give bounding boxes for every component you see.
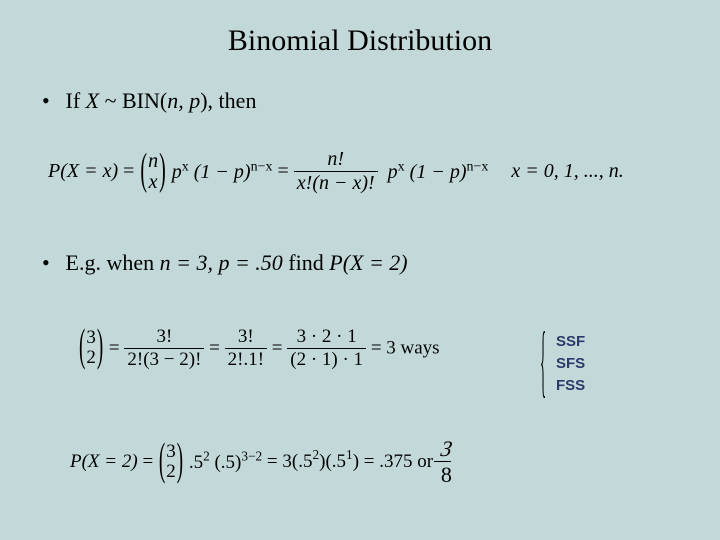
ways-item-fss: FSS	[556, 377, 585, 394]
f1-onemp2: (1 − p)n−x	[410, 161, 489, 183]
bullet-2: • E.g. when n = 3, p = .50 find P(X = 2)	[42, 250, 408, 276]
formula-binom-expand: (32) = 3!2!(3 − 2)! = 3!2!.1! = 3 · 2 · …	[78, 326, 440, 371]
bullet2-prefix: E.g. when	[66, 250, 160, 275]
bullet2-neq: n = 3, p = .50	[160, 250, 283, 275]
bullet1-tilde: ~ BIN(	[99, 88, 167, 113]
f1-p: px	[172, 161, 189, 183]
bullet1-x: X	[86, 88, 99, 113]
f3-eq1: =	[142, 451, 157, 472]
f2-frac3: 3 · 2 · 1(2 · 1) · 1	[287, 326, 366, 371]
f1-eq2: =	[278, 160, 294, 182]
f1-lhs: P(X = x)	[48, 160, 118, 182]
f3-frac: 38	[438, 436, 455, 488]
f2-eq2: =	[209, 337, 224, 358]
formula-final: P(X = 2) = (32) .52 (.5)3−2 = 3(.52)(.51…	[70, 436, 455, 488]
f1-binom: nx	[148, 151, 158, 193]
bullet2-mid: find	[283, 250, 329, 275]
f1-eq1: =	[123, 160, 139, 182]
f3-binom: 32	[166, 442, 176, 482]
bullet-1: • If X ~ BIN(n, p), then	[42, 88, 256, 114]
f2-binom: 32	[86, 328, 96, 368]
f1-p2: px	[383, 161, 405, 183]
f1-frac: n! x!(n − x)!	[294, 148, 378, 195]
bullet2-pexpr: P(X = 2)	[329, 250, 407, 275]
f3-mid3: ) = .375 or	[353, 451, 438, 472]
f1-range: x = 0, 1, ..., n.	[511, 160, 623, 182]
page-title: Binomial Distribution	[0, 0, 720, 58]
f2-eq3: =	[272, 337, 287, 358]
formula-pmf: P(X = x) = (nx) px (1 − p)n−x = n! x!(n …	[48, 148, 688, 195]
f2-eq1: =	[109, 337, 124, 358]
f3-p2: (.5)3−2	[214, 452, 262, 473]
bullet1-np: n, p	[167, 88, 200, 113]
f1-onemp: (1 − p)n−x	[194, 161, 273, 183]
ways-item-sfs: SFS	[556, 355, 585, 372]
f2-frac2: 3!2!.1!	[225, 326, 267, 371]
f3-mid2: )(.5	[319, 451, 346, 472]
ways-list: SSF SFS FSS	[556, 328, 585, 399]
f2-frac1: 3!2!(3 − 2)!	[124, 326, 204, 371]
f3-p1: .52	[189, 452, 210, 473]
bullet1-prefix: If	[66, 88, 86, 113]
f3-mid: = 3(.5	[267, 451, 313, 472]
ways-item-ssf: SSF	[556, 333, 585, 350]
bullet1-suffix: ), then	[200, 88, 256, 113]
f3-lhs: P(X = 2)	[70, 451, 138, 472]
f2-result: = 3 ways	[371, 337, 440, 358]
